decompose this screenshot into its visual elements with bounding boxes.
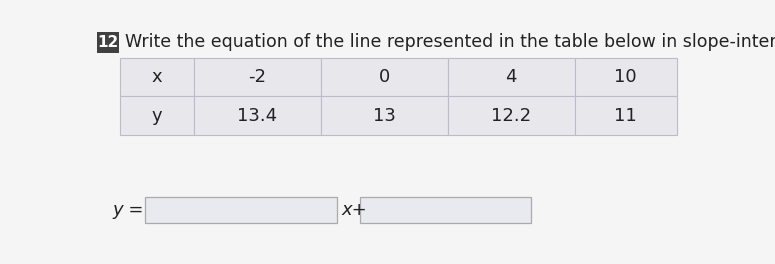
Bar <box>97 32 119 53</box>
Text: 4: 4 <box>505 68 517 86</box>
Bar <box>194 58 321 96</box>
Text: 12.2: 12.2 <box>491 107 531 125</box>
Bar <box>145 197 337 223</box>
Text: -2: -2 <box>249 68 267 86</box>
Text: 13.4: 13.4 <box>237 107 277 125</box>
Bar <box>360 197 531 223</box>
Text: 13: 13 <box>373 107 396 125</box>
Text: 11: 11 <box>615 107 637 125</box>
Text: 0: 0 <box>379 68 390 86</box>
Bar <box>448 58 574 96</box>
Text: 12: 12 <box>97 35 119 50</box>
Bar <box>120 58 194 96</box>
Text: x: x <box>152 68 163 86</box>
Text: y =: y = <box>112 201 144 219</box>
Text: 10: 10 <box>615 68 637 86</box>
Bar <box>194 96 321 135</box>
Text: y: y <box>152 107 163 125</box>
Text: Write the equation of the line represented in the table below in slope-intercept: Write the equation of the line represent… <box>125 34 775 51</box>
Bar <box>574 96 677 135</box>
Text: x+: x+ <box>341 201 367 219</box>
Bar <box>120 96 194 135</box>
Bar <box>321 96 448 135</box>
Bar <box>321 58 448 96</box>
Bar <box>574 58 677 96</box>
Bar <box>448 96 574 135</box>
